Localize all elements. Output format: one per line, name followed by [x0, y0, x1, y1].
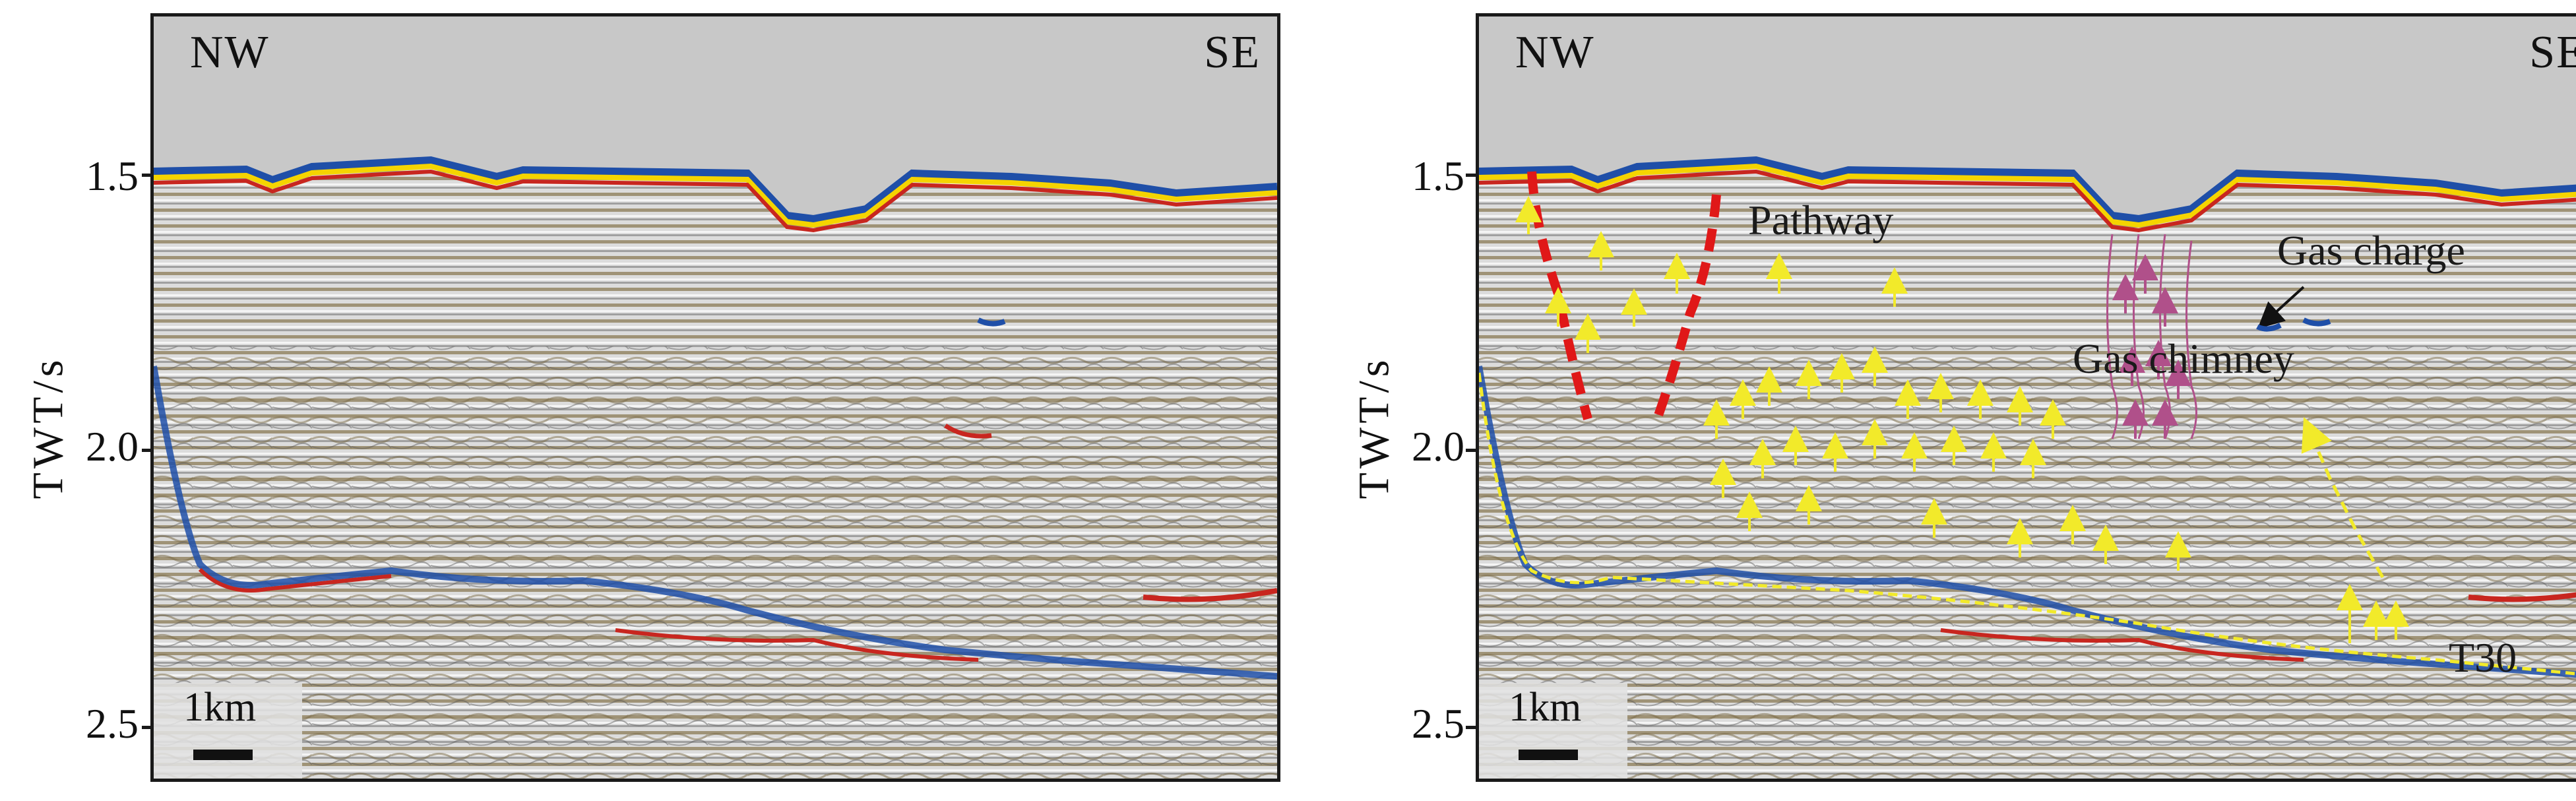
scale-bar-label: 1km — [183, 685, 257, 730]
y-tick-1-5-left: 1.5 — [86, 152, 139, 199]
pathway-fault-right — [1652, 194, 1721, 421]
y-tickmark — [1466, 726, 1479, 729]
annotation-gas-charge: Gas charge — [2277, 227, 2465, 274]
y-tick-2-0-right: 2.0 — [1412, 423, 1464, 470]
scale-bar: 1km — [1479, 683, 1627, 779]
direction-label-se: SE — [2529, 27, 2576, 78]
direction-label-se: SE — [1204, 27, 1261, 78]
scale-bar-line — [193, 750, 253, 760]
y-tick-2-0-left: 2.0 — [86, 423, 139, 470]
y-tick-1-5-right: 1.5 — [1412, 152, 1464, 199]
y-tickmark — [142, 726, 155, 729]
annotation-gas-chimney: Gas chimney — [2073, 335, 2294, 382]
y-tick-2-5-left: 2.5 — [86, 700, 139, 747]
migration-arrows — [1515, 196, 2409, 643]
y-tickmark — [142, 449, 155, 452]
y-tick-2-5-right: 2.5 — [1412, 700, 1464, 747]
annotation-horizon-t30: T30 — [2449, 634, 2517, 681]
y-tickmark — [1466, 449, 1479, 452]
direction-label-nw: NW — [1515, 27, 1595, 78]
annotation-pathway: Pathway — [1748, 197, 1894, 243]
seismic-section-left: NW SE 1km — [150, 13, 1280, 782]
y-tickmark — [1466, 174, 1479, 177]
seismic-image-left — [154, 156, 1277, 779]
scale-bar-label: 1km — [1509, 685, 1582, 730]
scale-bar-line — [1519, 750, 1578, 760]
y-tickmark — [142, 174, 155, 177]
seismic-section-right: NW SE Pathway Gas charge Gas chimney T30… — [1476, 13, 2576, 782]
scale-bar: 1km — [154, 683, 302, 779]
seismic-image-right — [1479, 156, 2576, 779]
direction-label-nw: NW — [190, 27, 270, 78]
